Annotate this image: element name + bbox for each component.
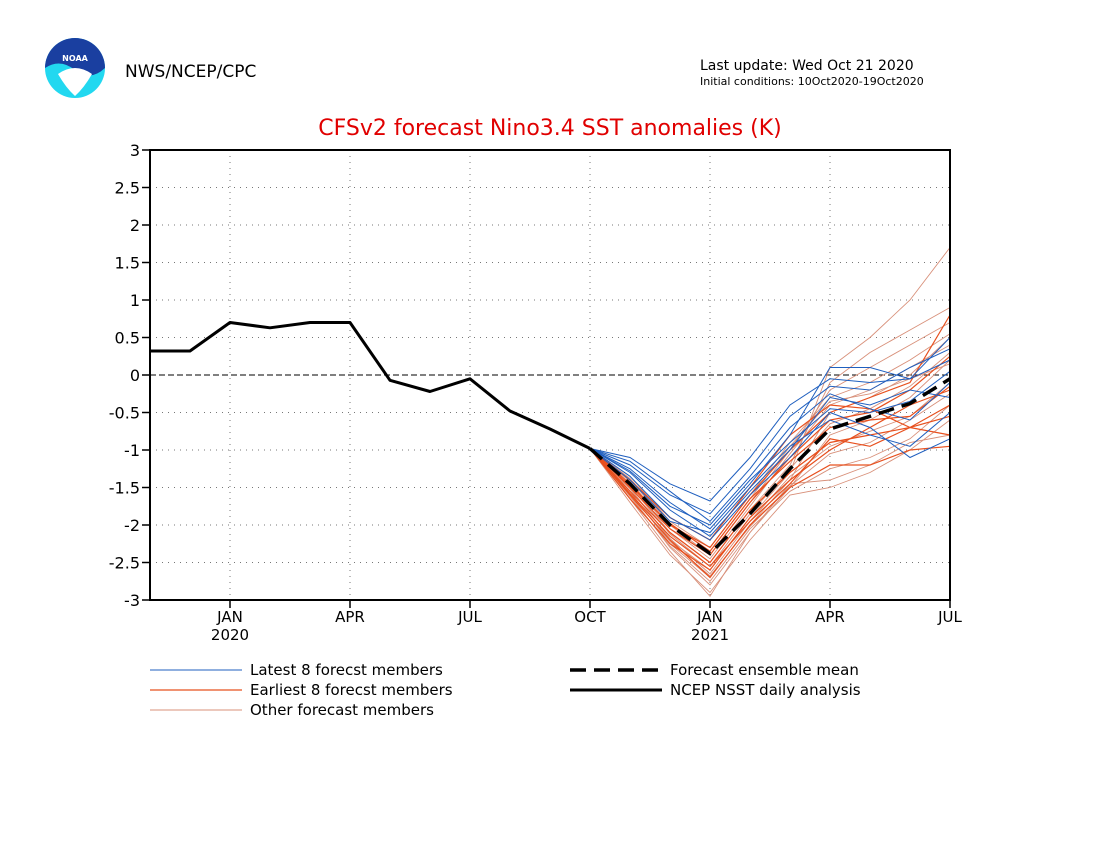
y-tick-label: 1.5 (115, 254, 140, 273)
y-tick-label: 0 (130, 366, 140, 385)
x-tick-year-label: 2021 (691, 626, 729, 644)
y-tick-label: -1 (124, 441, 140, 460)
latest-member-line (589, 382, 951, 522)
legend-label-other: Other forecast members (250, 701, 434, 719)
other-member-line (589, 247, 951, 571)
earliest-member-line (589, 445, 951, 579)
other-member-line (589, 434, 951, 598)
y-tick-label: -2.5 (109, 554, 140, 573)
y-tick-label: -0.5 (109, 404, 140, 423)
y-tick-label: 2.5 (115, 179, 140, 198)
latest-member-line (589, 411, 951, 541)
latest-member-line (589, 359, 951, 530)
legend: Latest 8 forecst members Earliest 8 forec… (150, 661, 861, 719)
agency-label: NWS/NCEP/CPC (125, 62, 256, 82)
latest-member-line (589, 389, 951, 537)
y-tick-label: 0.5 (115, 329, 140, 348)
x-tick-label: APR (815, 608, 845, 626)
y-tick-label: -3 (124, 591, 140, 610)
other-member-line (589, 322, 951, 556)
other-member-line (589, 382, 951, 575)
legend-label-mean: Forecast ensemble mean (670, 661, 859, 679)
x-tick-label: JAN (216, 608, 243, 626)
y-tick-label: -1.5 (109, 479, 140, 498)
latest-member-line (589, 337, 951, 502)
other-member-line (589, 419, 951, 594)
earliest-member-line (589, 389, 951, 571)
last-update-label: Last update: Wed Oct 21 2020 (700, 58, 914, 74)
x-tick-label: OCT (574, 608, 606, 626)
earliest-member-line (589, 404, 951, 568)
x-tick-label: JUL (937, 608, 962, 626)
noaa-logo: NOAA (45, 38, 105, 98)
noaa-logo-text: NOAA (62, 54, 88, 63)
other-members-group (589, 247, 951, 598)
latest-member-line (589, 412, 951, 534)
x-tick-label: JUL (457, 608, 482, 626)
legend-label-latest: Latest 8 forecst members (250, 661, 443, 679)
observed-analysis-line (150, 321, 591, 450)
y-tick-label: 1 (130, 291, 140, 310)
ensemble-mean-group (588, 377, 951, 556)
y-tick-label: 3 (130, 141, 140, 160)
latest-member-line (589, 370, 951, 526)
y-axis: 3 2.5 2 1.5 1 0.5 0 -0.5 -1 -1.5 -2 -2.5 -3 (109, 141, 150, 610)
y-tick-label: -2 (124, 516, 140, 535)
observed-group (150, 321, 591, 450)
x-tick-year-label: 2020 (211, 626, 249, 644)
ensemble-mean-line (588, 377, 951, 556)
initial-conditions-label: Initial conditions: 10Oct2020-19Oct2020 (700, 75, 924, 88)
other-member-line (589, 307, 951, 564)
latest-members-group (589, 337, 951, 541)
y-tick-label: 2 (130, 216, 140, 235)
x-tick-label: APR (335, 608, 365, 626)
legend-label-observed: NCEP NSST daily analysis (670, 681, 861, 699)
x-tick-label: JAN (696, 608, 723, 626)
legend-label-earliest: Earliest 8 forecst members (250, 681, 453, 699)
earliest-members-group (589, 314, 951, 579)
grid-lines (150, 150, 951, 600)
chart-title: CFSv2 forecast Nino3.4 SST anomalies (K) (318, 116, 781, 141)
latest-member-line (589, 348, 951, 515)
